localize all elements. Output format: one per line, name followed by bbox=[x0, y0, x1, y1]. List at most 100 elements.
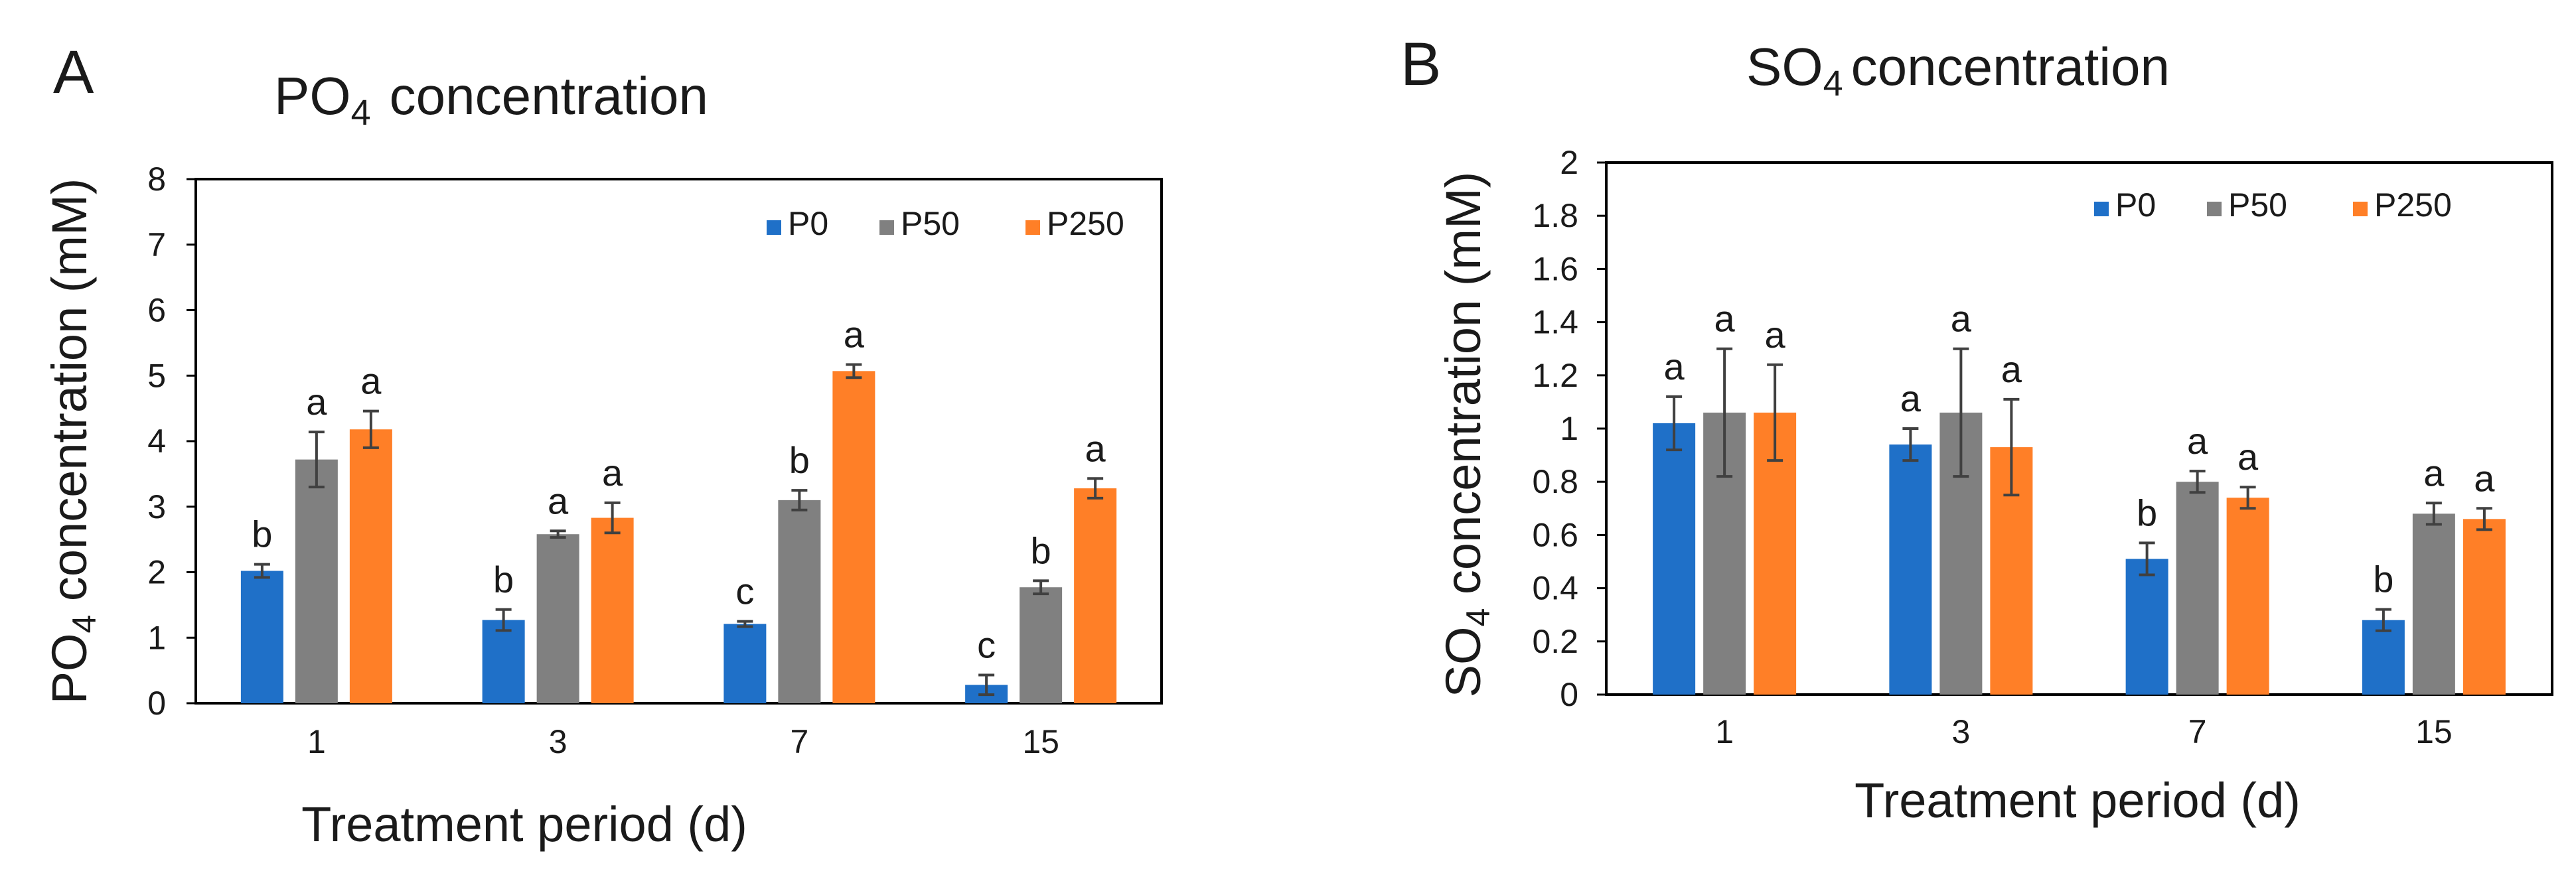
y-tick-label: 0.2 bbox=[1532, 623, 1578, 660]
significance-letter: a bbox=[2001, 348, 2022, 390]
x-tick-label: 15 bbox=[2415, 713, 2453, 750]
y-tick-label: 4 bbox=[147, 423, 166, 460]
significance-letter: b bbox=[1031, 529, 1051, 571]
y-tick-label: 2 bbox=[1560, 144, 1578, 181]
legend-swatch-p0 bbox=[767, 220, 781, 235]
x-tick-label: 3 bbox=[1951, 713, 1970, 750]
legend-label-p250: P250 bbox=[2374, 186, 2452, 224]
y-axis-label-b: SO4 concentration (mM) bbox=[1436, 172, 1497, 698]
legend-label-p250: P250 bbox=[1047, 205, 1124, 242]
y-tick-label: 0.8 bbox=[1532, 463, 1578, 500]
x-axis-label-b: Treatment period (d) bbox=[1855, 773, 2301, 828]
significance-letter: a bbox=[2423, 452, 2445, 494]
y-axis-label-a-rest: concentration (mM) bbox=[42, 178, 97, 615]
chart-title-a: PO4 concentration bbox=[274, 66, 708, 133]
legend-label-p50: P50 bbox=[901, 205, 960, 242]
significance-letter: a bbox=[360, 360, 382, 402]
significance-letter: c bbox=[977, 624, 996, 666]
significance-letter: a bbox=[548, 480, 569, 521]
bar-p0-day-7 bbox=[723, 624, 767, 703]
significance-letter: a bbox=[1714, 298, 1736, 340]
y-axis-label-a: PO4 concentration (mM) bbox=[42, 178, 103, 705]
bar-p0-day-1 bbox=[1653, 423, 1696, 695]
bar-p250-day-3 bbox=[591, 517, 634, 703]
y-tick-label: 1.4 bbox=[1532, 304, 1578, 341]
chart-title-a-main: PO bbox=[274, 66, 351, 125]
significance-letter: a bbox=[1900, 377, 1922, 419]
significance-letter: a bbox=[602, 452, 623, 494]
bar-p0-day-15 bbox=[2362, 620, 2405, 695]
y-tick-label: 1.6 bbox=[1532, 250, 1578, 287]
chart-title-b-rest: concentration bbox=[1851, 37, 2170, 96]
y-tick-label: 1 bbox=[1560, 410, 1578, 447]
y-axis-label-b-sub: 4 bbox=[1460, 608, 1497, 627]
significance-letter: a bbox=[306, 381, 327, 423]
bar-p0-day-3 bbox=[1889, 444, 1932, 695]
y-tick-label: 7 bbox=[147, 226, 166, 263]
y-axis-label-b-rest: concentration (mM) bbox=[1436, 172, 1491, 608]
bar-p250-day-7 bbox=[832, 371, 875, 703]
chart-title-b-sub: 4 bbox=[1823, 64, 1843, 103]
plot-frame-b bbox=[1605, 161, 2553, 696]
significance-letter: a bbox=[2237, 436, 2259, 478]
y-axis-label-b-main: SO bbox=[1436, 626, 1491, 697]
bar-p50-day-3 bbox=[536, 534, 579, 703]
panel-letter-b: B bbox=[1401, 31, 1441, 98]
y-tick-label: 0 bbox=[147, 685, 166, 722]
significance-letter: b bbox=[493, 559, 514, 600]
significance-letter: a bbox=[2474, 457, 2495, 499]
legend-swatch-p250 bbox=[1025, 220, 1040, 235]
bar-p0-day-1 bbox=[240, 571, 283, 703]
chart-title-b-main: SO bbox=[1746, 37, 1823, 96]
significance-letter: a bbox=[1664, 346, 1685, 387]
y-tick-label: 0 bbox=[1560, 676, 1578, 713]
chart-panel-a: A PO4 concentration 0123456781baa3baa7cba… bbox=[42, 38, 1163, 852]
significance-letter: a bbox=[1085, 427, 1106, 469]
x-axis-label-a: Treatment period (d) bbox=[301, 797, 747, 852]
legend-swatch-p0 bbox=[2094, 202, 2109, 216]
legend-swatch-p250 bbox=[2353, 202, 2368, 216]
legend-label-p0: P0 bbox=[2115, 186, 2156, 224]
x-tick-label: 15 bbox=[1022, 723, 1059, 760]
y-tick-label: 3 bbox=[147, 488, 166, 525]
significance-letter: a bbox=[2187, 420, 2208, 462]
plot-frame-a bbox=[194, 178, 1163, 705]
y-tick-label: 0.4 bbox=[1532, 570, 1578, 607]
legend-label-p0: P0 bbox=[788, 205, 828, 242]
y-tick-label: 8 bbox=[147, 161, 166, 198]
bar-p0-day-7 bbox=[2125, 559, 2168, 695]
x-tick-label: 7 bbox=[2188, 713, 2207, 750]
bar-p50-day-1 bbox=[295, 459, 338, 703]
x-tick-label: 3 bbox=[549, 723, 568, 760]
significance-letter: b bbox=[2137, 492, 2157, 533]
significance-letter: b bbox=[252, 513, 272, 555]
y-tick-label: 5 bbox=[147, 357, 166, 394]
x-tick-label: 1 bbox=[1715, 713, 1734, 750]
legend-swatch-p50 bbox=[879, 220, 894, 235]
chart-title-a-rest: concentration bbox=[390, 66, 708, 125]
y-tick-label: 1.2 bbox=[1532, 357, 1578, 394]
significance-letter: a bbox=[1765, 314, 1786, 356]
chart-title-a-sub: 4 bbox=[351, 93, 371, 133]
significance-letter: b bbox=[2373, 559, 2393, 600]
significance-letter: a bbox=[844, 313, 865, 355]
legend-label-p50: P50 bbox=[2228, 186, 2287, 224]
chart-title-b: SO4 concentration bbox=[1746, 37, 2170, 103]
y-axis-label-a-main: PO bbox=[42, 633, 97, 704]
y-axis-label-a-sub: 4 bbox=[66, 615, 103, 634]
bar-p50-day-15 bbox=[2412, 513, 2455, 695]
significance-letter: b bbox=[789, 439, 810, 481]
y-tick-label: 1 bbox=[147, 619, 166, 656]
x-tick-label: 1 bbox=[307, 723, 326, 760]
x-tick-label: 7 bbox=[790, 723, 808, 760]
bar-p250-day-7 bbox=[2226, 498, 2269, 695]
bar-p50-day-7 bbox=[778, 500, 821, 703]
y-tick-label: 1.8 bbox=[1532, 197, 1578, 234]
bar-p250-day-15 bbox=[2462, 519, 2506, 695]
bar-p250-day-1 bbox=[349, 429, 392, 703]
bar-p0-day-3 bbox=[482, 620, 525, 703]
y-tick-label: 0.6 bbox=[1532, 516, 1578, 553]
